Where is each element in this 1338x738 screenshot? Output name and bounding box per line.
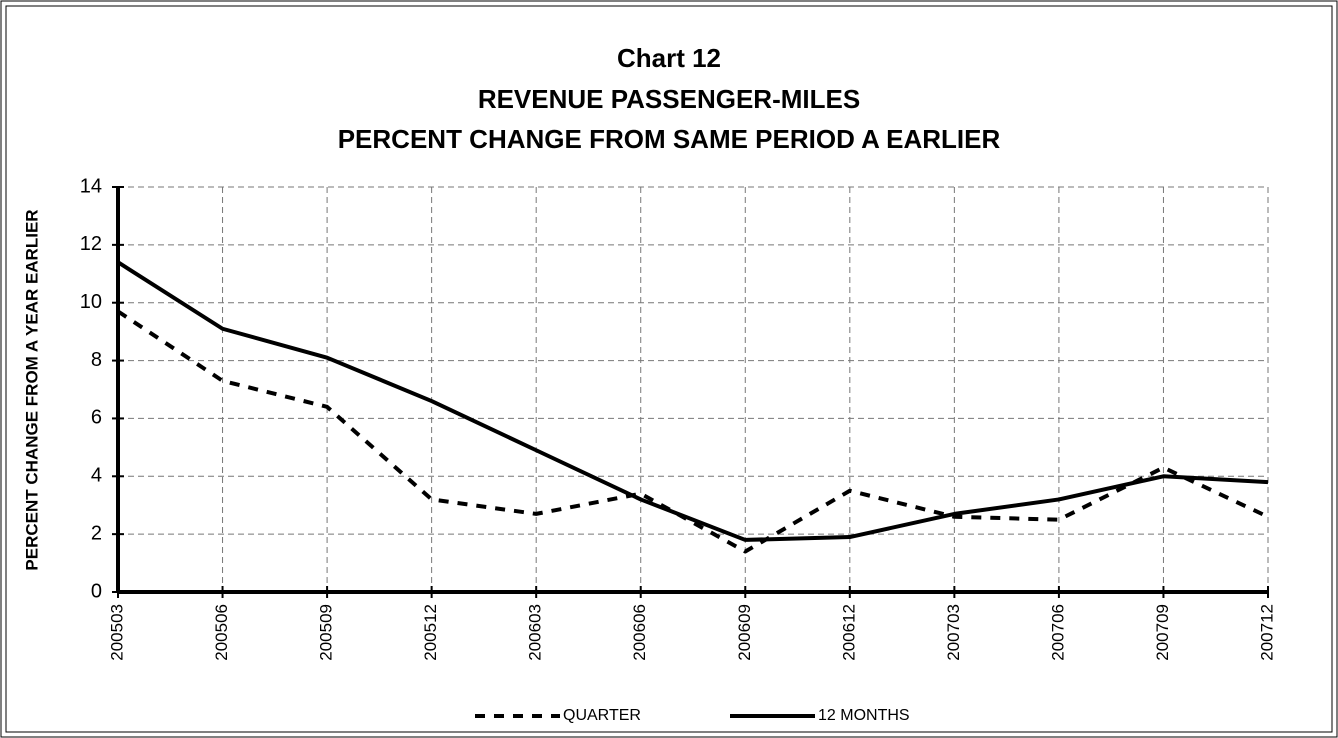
y-tick-label: 14 <box>80 175 102 197</box>
y-tick-label: 8 <box>91 349 102 371</box>
chart-title: PERCENT CHANGE FROM SAME PERIOD A EARLIE… <box>338 124 1001 154</box>
legend-label: 12 MONTHS <box>818 707 910 724</box>
x-tick-label: 200712 <box>1257 604 1276 661</box>
x-tick-label: 200503 <box>107 604 126 661</box>
x-tick-label: 200603 <box>526 604 545 661</box>
chart-title: Chart 12 <box>617 43 721 73</box>
y-tick-label: 10 <box>80 291 102 313</box>
y-axis-label: PERCENT CHANGE FROM A YEAR EARLIER <box>22 209 41 570</box>
x-tick-label: 200609 <box>735 604 754 661</box>
x-tick-label: 200706 <box>1048 604 1067 661</box>
x-tick-label: 200509 <box>317 604 336 661</box>
y-tick-label: 6 <box>91 407 102 429</box>
x-tick-label: 200703 <box>944 604 963 661</box>
series-line <box>116 260 1269 542</box>
chart-title: REVENUE PASSENGER-MILES <box>478 84 860 114</box>
y-tick-label: 2 <box>91 522 102 544</box>
x-tick-label: 200612 <box>839 604 858 661</box>
inner-frame <box>5 5 1333 733</box>
legend-label: QUARTER <box>563 707 641 724</box>
y-tick-label: 12 <box>80 233 102 255</box>
x-tick-label: 200512 <box>421 604 440 661</box>
x-tick-label: 200709 <box>1153 604 1172 661</box>
y-tick-label: 0 <box>91 580 102 602</box>
y-tick-label: 4 <box>91 465 102 487</box>
x-tick-label: 200606 <box>630 604 649 661</box>
series-line <box>116 309 1269 554</box>
x-tick-label: 200506 <box>212 604 231 661</box>
